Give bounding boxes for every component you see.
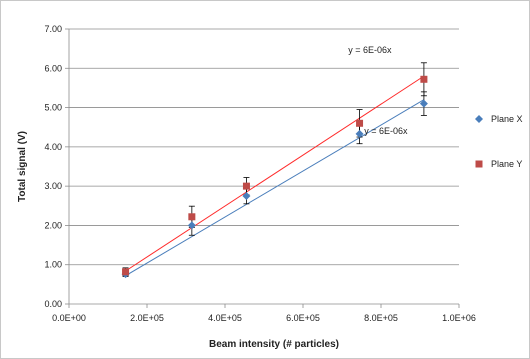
point-plane-y <box>188 213 196 221</box>
x-tick-labels: 0.0E+00 2.0E+05 4.0E+05 6.0E+05 8.0E+05 1.0E+… <box>52 313 476 323</box>
trendlines <box>125 75 425 277</box>
legend: Plane X Plane Y <box>475 114 523 169</box>
y-tick-label: 5.00 <box>44 103 62 113</box>
y-tick-label: 6.00 <box>44 63 62 73</box>
x-tick-label: 0.0E+00 <box>52 313 86 323</box>
point-plane-x <box>242 191 251 200</box>
legend-label-plane-x: Plane X <box>491 114 523 124</box>
y-tick-label: 7.00 <box>44 24 62 34</box>
legend-label-plane-y: Plane Y <box>491 159 522 169</box>
point-plane-y <box>420 75 428 83</box>
y-tick-label: 3.00 <box>44 181 62 191</box>
y-tick-label: 4.00 <box>44 142 62 152</box>
x-axis-label: Beam intensity (# particles) <box>209 339 339 350</box>
point-plane-y <box>356 119 364 127</box>
legend-marker-plane-y <box>475 160 483 168</box>
y-tick-labels: 0.00 1.00 2.00 3.00 4.00 5.00 6.00 7.00 <box>44 24 62 309</box>
point-plane-x <box>355 129 364 138</box>
x-tick-label: 6.0E+05 <box>286 313 320 323</box>
axes <box>65 28 460 308</box>
point-plane-y <box>242 182 250 190</box>
point-plane-y <box>122 268 130 276</box>
annotations: y = 6E-06x y = 6E-06x <box>348 45 408 136</box>
grid-lines <box>69 28 459 266</box>
y-tick-label: 1.00 <box>44 260 62 270</box>
x-tick-label: 4.0E+05 <box>208 313 242 323</box>
x-tick-label: 2.0E+05 <box>130 313 164 323</box>
point-plane-x <box>419 99 428 108</box>
y-axis-label: Total signal (V) <box>17 131 28 202</box>
point-plane-x <box>187 221 196 230</box>
y-tick-label: 0.00 <box>44 299 62 309</box>
y-tick-label: 2.00 <box>44 220 62 230</box>
equation-label-plane-x: y = 6E-06x <box>364 126 408 136</box>
equation-label-plane-y: y = 6E-06x <box>348 45 392 55</box>
legend-marker-plane-x <box>475 115 483 123</box>
trendline-plane-y <box>125 75 425 272</box>
error-bars <box>122 62 427 277</box>
data-points <box>121 75 428 279</box>
trendline-plane-x <box>125 99 425 277</box>
x-tick-label: 1.0E+06 <box>442 313 476 323</box>
x-tick-label: 8.0E+05 <box>364 313 398 323</box>
